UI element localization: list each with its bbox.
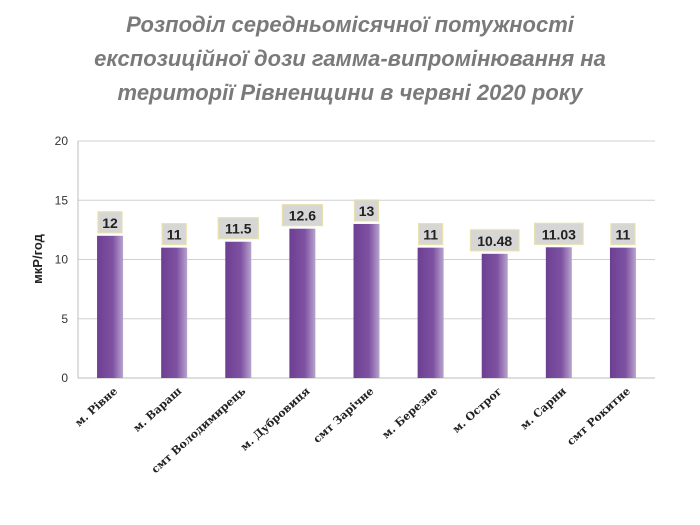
data-label-box [353, 199, 380, 222]
data-label-box [533, 222, 584, 245]
chart-title-line-3: території Рівненщини в червні 2020 року [117, 80, 583, 105]
bar [225, 241, 252, 378]
y-axis-label: мкР/год [30, 233, 45, 283]
data-label: 13 [359, 203, 375, 219]
x-tick-label: м. Березне [380, 385, 441, 442]
bars [97, 223, 636, 378]
bar [97, 235, 124, 378]
data-label: 12 [102, 215, 118, 231]
x-tick-label: м. Дубровиця [238, 385, 312, 454]
data-label: 12.6 [289, 208, 316, 224]
data-label-box [418, 223, 444, 246]
data-label: 11 [167, 227, 182, 243]
data-label: 11.5 [225, 221, 252, 237]
data-label: 11.03 [542, 226, 576, 242]
y-tick-label: 20 [55, 134, 69, 148]
bar [545, 247, 572, 378]
x-tick-label: м. Вараш [131, 384, 185, 434]
chart-title-line-2: експозиційної дози гамма-випромінювання … [94, 46, 606, 71]
data-label: 11 [616, 227, 631, 243]
bar [417, 247, 444, 378]
chart-title-line-1: Розподіл середньомісячної потужності [126, 12, 574, 37]
bar [481, 253, 508, 378]
bar [289, 228, 316, 378]
data-label-box [161, 223, 187, 246]
x-tick-label: м. Сарни [518, 385, 569, 433]
y-tick-label: 10 [55, 253, 69, 267]
x-tick-label: смт Зарічне [311, 385, 377, 446]
bar [353, 223, 380, 378]
bar [609, 247, 636, 378]
data-label-box [469, 229, 520, 252]
data-label: 11 [423, 227, 438, 243]
x-tick-label: м. Острог [450, 384, 505, 435]
y-tick-label: 15 [55, 193, 69, 207]
data-label-box [97, 211, 123, 234]
bar [161, 247, 188, 378]
y-tick-label: 5 [61, 312, 68, 326]
data-label-box [217, 217, 259, 240]
data-label: 10.48 [477, 233, 512, 249]
chart-title: Розподіл середньомісячної потужності екс… [0, 8, 700, 110]
data-label-box [281, 204, 323, 227]
data-label-box [610, 223, 636, 246]
y-tick-label: 0 [61, 371, 68, 385]
data-labels: 12 11 11.5 12.6 13 11 10.48 11.03 11 [97, 199, 636, 252]
x-tick-label: м. Рівне [72, 385, 120, 430]
x-tick-label: смт Рокитне [564, 385, 633, 449]
